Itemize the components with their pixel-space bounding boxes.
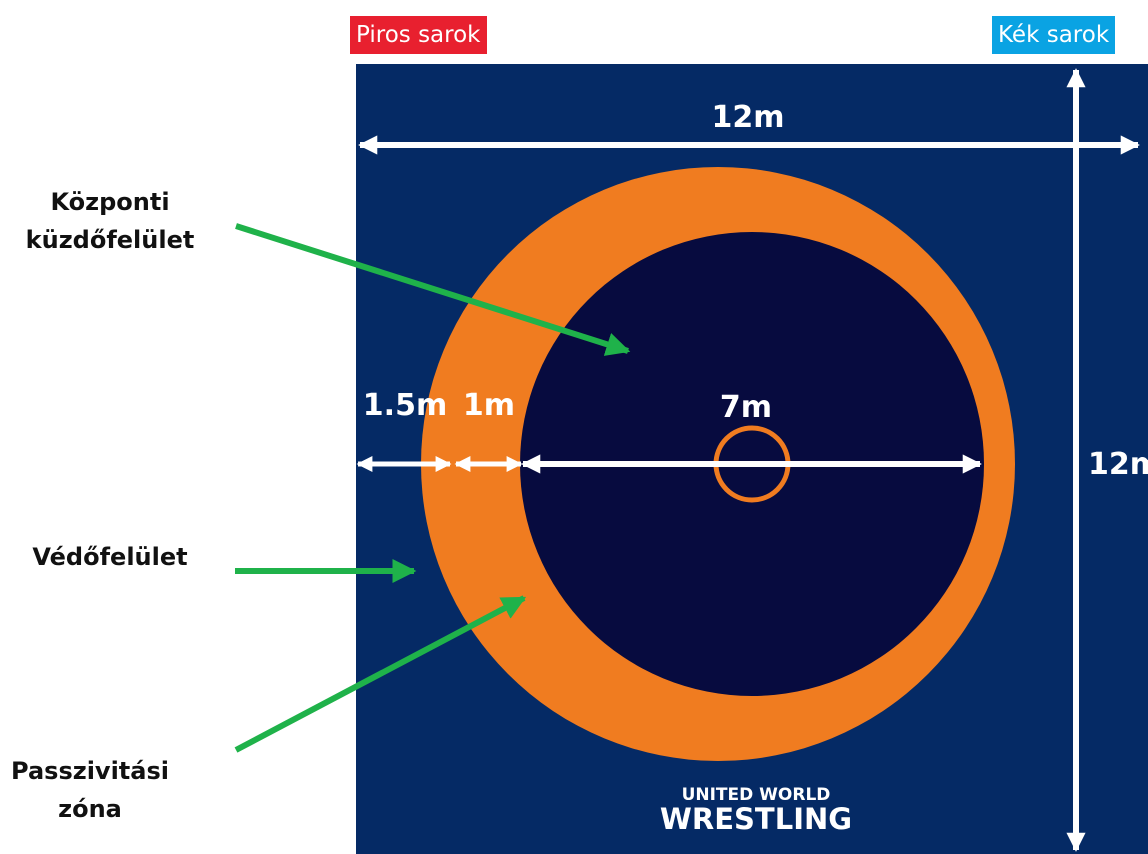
central-area-label-line2: küzdőfelület <box>25 226 195 254</box>
logo-line1: UNITED WORLD <box>682 785 831 805</box>
passivity-width-label: 1m <box>463 388 515 423</box>
top-width-label: 12m <box>711 100 784 135</box>
central-diameter-label: 7m <box>720 390 772 425</box>
passivity-zone-label: Passzivitási zóna <box>0 752 180 828</box>
protection-area-label: Védőfelület <box>32 543 188 571</box>
protection-width-label: 1.5m <box>363 388 447 423</box>
passivity-zone-label-line1: Passzivitási <box>11 757 169 785</box>
blue-corner-tag: Kék sarok <box>992 16 1116 54</box>
side-height-label: 12m <box>1088 447 1148 482</box>
central-area-label-line1: Központi <box>50 188 170 216</box>
central-area-pointer-arrow <box>235 223 631 356</box>
passivity-zone-label-line2: zóna <box>58 795 122 823</box>
central-area-label: Központi küzdőfelület <box>10 183 210 259</box>
red-corner-tag: Piros sarok <box>350 16 487 54</box>
passivity-zone-pointer-arrow <box>234 595 527 753</box>
logo-line2: WRESTLING <box>660 802 852 836</box>
